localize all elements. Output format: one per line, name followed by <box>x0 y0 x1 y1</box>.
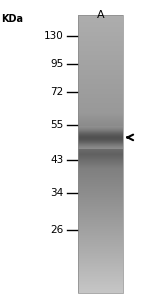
Bar <box>78 15 123 293</box>
Text: 130: 130 <box>44 31 64 41</box>
Text: 26: 26 <box>51 224 64 235</box>
Text: KDa: KDa <box>1 14 23 24</box>
Text: 55: 55 <box>51 120 64 130</box>
Text: 72: 72 <box>51 87 64 97</box>
Text: 34: 34 <box>51 188 64 198</box>
Text: 95: 95 <box>51 59 64 69</box>
Text: 43: 43 <box>51 155 64 165</box>
Text: A: A <box>97 10 104 20</box>
